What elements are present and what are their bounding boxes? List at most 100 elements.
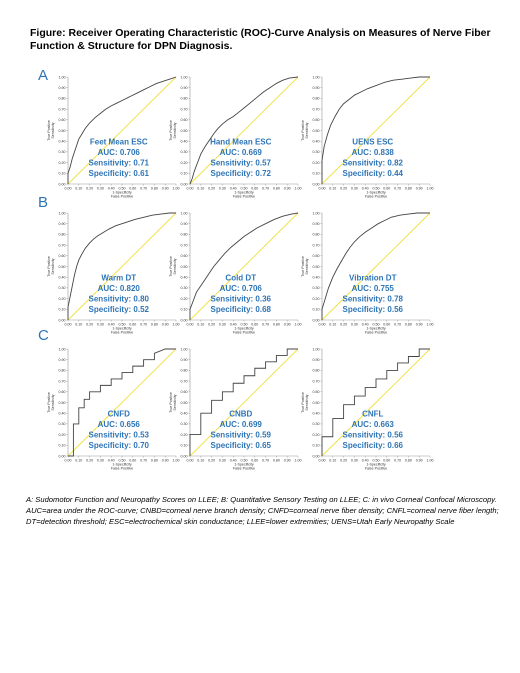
y-axis-label: Sensitivity (51, 258, 55, 274)
x-tick-label: 0.20 (340, 323, 347, 327)
y-tick-label: 0.20 (313, 161, 320, 165)
y-tick-label: 0.60 (313, 254, 320, 258)
x-tick-label: 0.10 (329, 459, 336, 463)
reference-diagonal (67, 212, 177, 321)
y-tick-label: 0.70 (59, 107, 66, 111)
y-tick-label: 0.00 (313, 454, 320, 458)
y-tick-label: 0.10 (313, 444, 320, 448)
x-tick-label: 0.30 (97, 323, 104, 327)
x-tick-label: 0.20 (340, 459, 347, 463)
y-tick-label: 0.50 (181, 129, 188, 133)
x-tick-label: 0.40 (230, 323, 237, 327)
x-tick-label: 0.90 (284, 187, 291, 191)
y-tick-label: 0.80 (59, 97, 66, 101)
x-tick-label: 0.20 (208, 459, 215, 463)
y-tick-label: 0.70 (59, 379, 66, 383)
y-tick-label: 0.80 (313, 369, 320, 373)
roc-curve (321, 76, 430, 184)
auc-label: AUC: 0.706 (98, 148, 141, 157)
y-axis-label-secondary: True Positive (169, 256, 173, 277)
x-axis-label-secondary: False Positive (233, 195, 255, 199)
y-tick-label: 1.00 (59, 347, 66, 351)
x-tick-label: 0.10 (75, 187, 82, 191)
x-tick-label: 0.90 (416, 187, 423, 191)
reference-diagonal (321, 348, 431, 457)
x-tick-label: 0.60 (251, 323, 258, 327)
roc-curve (68, 348, 176, 457)
y-tick-label: 0.90 (59, 86, 66, 90)
x-tick-label: 0.30 (219, 323, 226, 327)
y-tick-label: 0.80 (181, 97, 188, 101)
x-axis-label-secondary: False Positive (111, 195, 133, 199)
x-tick-label: 0.30 (219, 459, 226, 463)
y-axis-label: Sensitivity (173, 122, 177, 138)
x-tick-label: 0.70 (140, 323, 147, 327)
series-name: CNFD (108, 409, 130, 418)
sensitivity-label: Sensitivity: 0.56 (343, 430, 404, 439)
x-tick-label: 0.80 (151, 187, 158, 191)
x-tick-label: 0.00 (65, 459, 72, 463)
roc-curve (189, 212, 299, 320)
x-tick-label: 0.40 (362, 459, 369, 463)
row-letter-c: C (38, 327, 49, 344)
series-name: UENS ESC (352, 137, 393, 146)
y-tick-label: 0.70 (313, 107, 320, 111)
x-tick-label: 0.60 (251, 187, 258, 191)
row-letter-a: A (38, 67, 48, 84)
specificity-label: Specificity: 0.72 (211, 169, 272, 178)
y-tick-label: 0.00 (313, 182, 320, 186)
y-tick-label: 0.70 (181, 243, 188, 247)
x-tick-label: 0.60 (383, 323, 390, 327)
y-tick-label: 0.70 (313, 379, 320, 383)
y-axis-label: Sensitivity (173, 394, 177, 410)
y-tick-label: 1.00 (313, 211, 320, 215)
x-tick-label: 0.20 (208, 187, 215, 191)
roc-panel-warm-dt: 0.00 0.10 0.20 0.30 0.40 0.50 0.60 0.70 0.80 0.90… (47, 211, 180, 334)
y-tick-label: 0.40 (313, 412, 320, 416)
x-tick-label: 0.10 (329, 187, 336, 191)
y-tick-label: 0.30 (59, 150, 66, 154)
x-tick-label: 0.30 (97, 459, 104, 463)
x-axis-label-secondary: False Positive (365, 467, 387, 471)
x-axis-label: 1-Specificity (112, 191, 132, 195)
series-name: Vibration DT (349, 273, 397, 282)
row-letter-b: B (38, 194, 48, 211)
figure-caption: A: Sudomotor Function and Neuropathy Sco… (26, 495, 499, 526)
y-axis-label: Sensitivity (51, 394, 55, 410)
y-axis-label-secondary: True Positive (47, 392, 51, 413)
x-axis-label: 1-Specificity (366, 463, 386, 467)
x-tick-label: 0.90 (162, 459, 169, 463)
y-axis-label-secondary: True Positive (169, 392, 173, 413)
x-tick-label: 0.90 (162, 187, 169, 191)
x-tick-label: 0.30 (351, 459, 358, 463)
x-tick-label: 0.20 (340, 187, 347, 191)
roc-panel-cnfl: 0.00 0.10 0.20 0.30 0.40 0.50 0.60 0.70 0.80 0.90… (301, 347, 434, 470)
sensitivity-label: Sensitivity: 0.59 (211, 430, 272, 439)
x-tick-label: 0.90 (416, 459, 423, 463)
y-tick-label: 0.90 (181, 222, 188, 226)
y-tick-label: 0.80 (181, 369, 188, 373)
y-tick-label: 0.50 (313, 265, 320, 269)
x-tick-label: 0.90 (162, 323, 169, 327)
x-tick-label: 0.30 (351, 323, 358, 327)
x-tick-label: 0.40 (362, 187, 369, 191)
y-tick-label: 0.90 (313, 222, 320, 226)
x-tick-label: 0.90 (284, 323, 291, 327)
series-name: Hand Mean ESC (210, 137, 272, 146)
y-tick-label: 0.40 (313, 276, 320, 280)
reference-diagonal (67, 348, 177, 457)
y-tick-label: 0.90 (181, 86, 188, 90)
roc-panel-uens-esc: 0.00 0.10 0.20 0.30 0.40 0.50 0.60 0.70 0.80 0.90… (301, 75, 434, 198)
x-tick-label: 0.60 (383, 459, 390, 463)
y-tick-label: 0.90 (313, 358, 320, 362)
x-tick-label: 1.00 (173, 187, 180, 191)
y-tick-label: 0.50 (181, 401, 188, 405)
sensitivity-label: Sensitivity: 0.80 (89, 294, 150, 303)
figure-title: Figure: Receiver Operating Characteristi… (30, 27, 491, 52)
x-axis-label-secondary: False Positive (365, 195, 387, 199)
x-tick-label: 0.40 (108, 323, 115, 327)
y-tick-label: 1.00 (181, 75, 188, 79)
y-tick-label: 0.10 (181, 444, 188, 448)
x-tick-label: 0.60 (383, 187, 390, 191)
